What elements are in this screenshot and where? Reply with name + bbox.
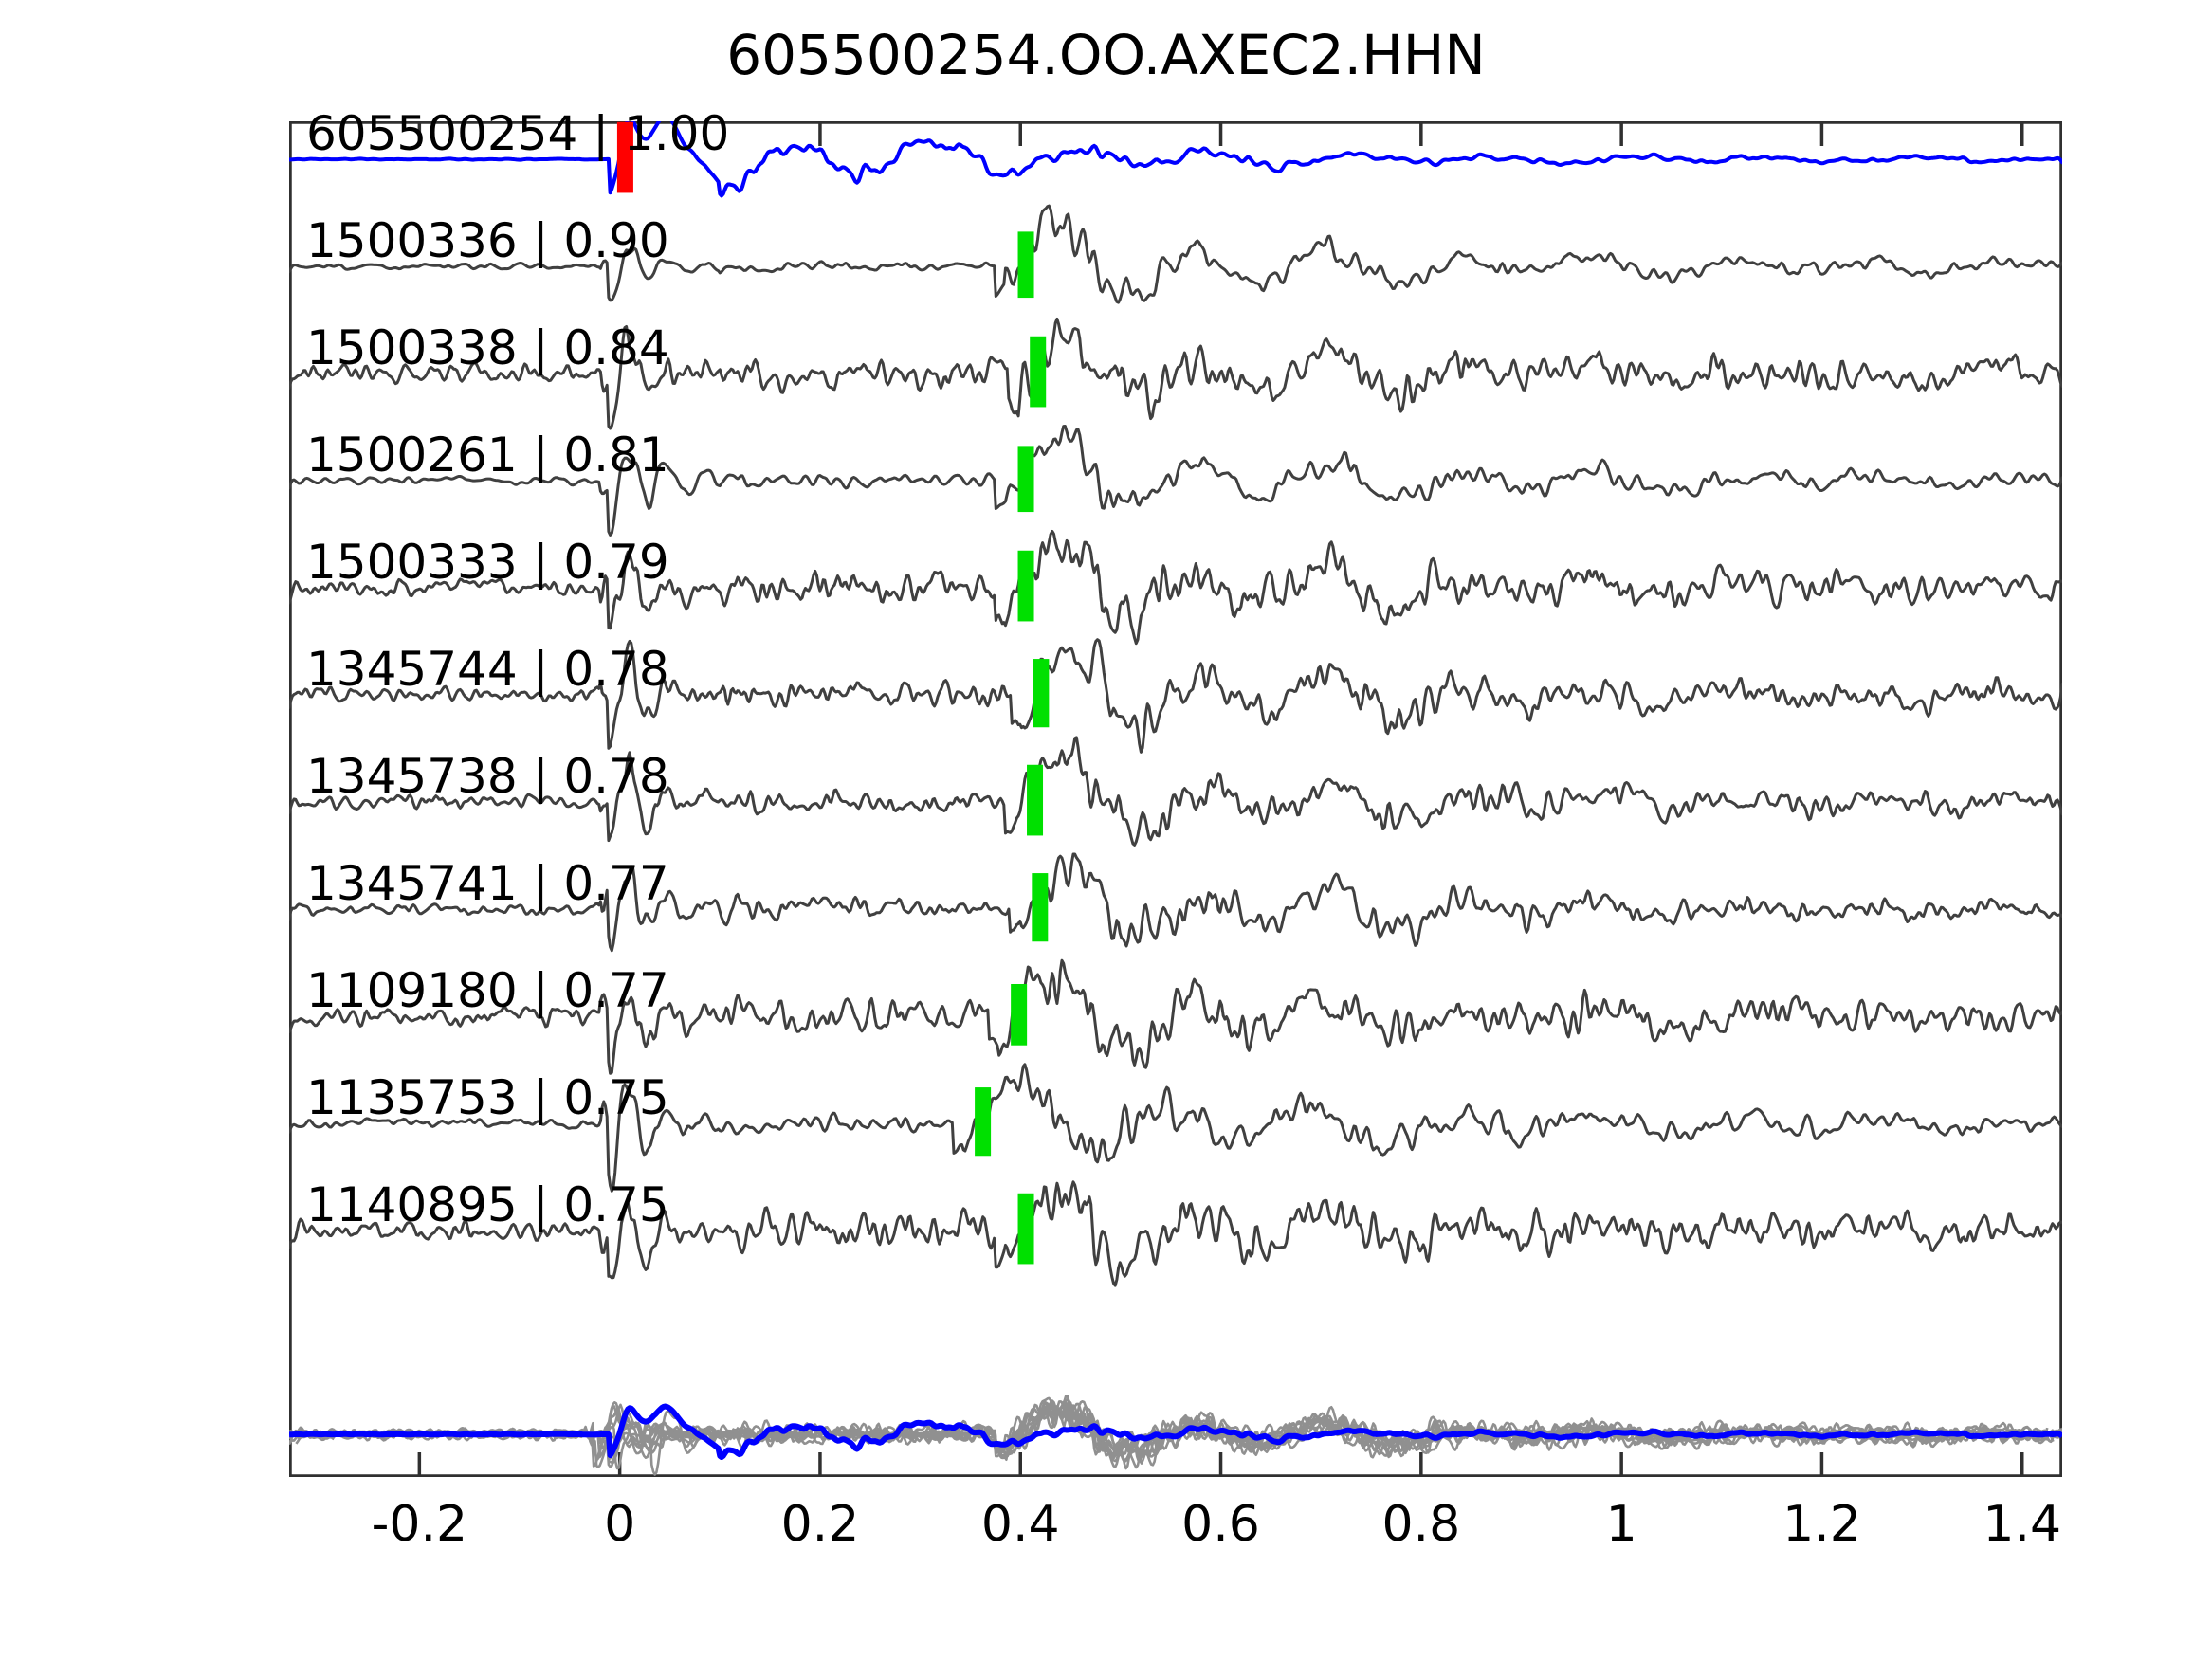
- trace-label-1345738: 1345738 | 0.78: [306, 749, 669, 804]
- trace-row: [289, 852, 2062, 953]
- pick-marker-s: [1027, 764, 1044, 836]
- trace-row: [289, 736, 2062, 847]
- xaxis-tick-label: 0.8: [1381, 1496, 1461, 1553]
- trace-label-1345741: 1345741 | 0.77: [306, 856, 669, 911]
- waveform-1140895: [289, 1180, 2062, 1287]
- trace-row: [289, 1063, 2062, 1193]
- pick-marker-s: [1030, 336, 1047, 408]
- waveform-1345744: [289, 638, 2062, 754]
- pick-marker-s: [1017, 1193, 1034, 1265]
- stack-overlay-panel: [289, 1395, 2062, 1476]
- plot-frame: [289, 121, 2062, 1477]
- trace-label-1345744: 1345744 | 0.78: [306, 642, 669, 697]
- trace-label-1109180: 1109180 | 0.77: [306, 963, 669, 1018]
- xaxis-tick-label: 0.2: [780, 1496, 860, 1553]
- xaxis-tick-label: 1.4: [1983, 1496, 2062, 1553]
- xaxis-tick-label: 0.6: [1181, 1496, 1260, 1553]
- waveform-1500333: [289, 529, 2062, 646]
- waveform-1345738: [289, 736, 2062, 847]
- pick-marker-s: [1032, 873, 1049, 942]
- xaxis-tick-label: 1.2: [1782, 1496, 1861, 1553]
- pick-marker-s: [1017, 550, 1034, 622]
- waveform-605500254: [289, 121, 2062, 198]
- trace-row: [289, 317, 2062, 430]
- waveform-1500336: [289, 204, 2062, 304]
- trace-label-1500333: 1500333 | 0.79: [306, 535, 669, 590]
- trace-row: [289, 958, 2062, 1075]
- trace-row: [289, 529, 2062, 646]
- trace-label-605500254: 605500254 | 1.00: [306, 106, 730, 161]
- waveform-1135753: [289, 1063, 2062, 1193]
- stack-template-trace: [289, 1403, 2062, 1460]
- trace-label-1500261: 1500261 | 0.81: [306, 428, 669, 483]
- waveform-1345741: [289, 852, 2062, 953]
- pick-marker-p: [616, 121, 633, 193]
- pick-marker-s: [1017, 231, 1034, 299]
- xaxis-tick-label: 0.4: [980, 1496, 1060, 1553]
- xaxis-tick-label: -0.2: [371, 1496, 468, 1553]
- trace-row: [289, 425, 2062, 537]
- xaxis-tick-label: 1: [1605, 1496, 1637, 1553]
- waveform-1500261: [289, 425, 2062, 537]
- waveform-canvas: [289, 121, 2062, 1477]
- trace-row: [289, 121, 2062, 198]
- pick-marker-s: [975, 1087, 992, 1157]
- pick-marker-s: [1011, 983, 1028, 1046]
- xaxis-tick-label: 0: [604, 1496, 636, 1553]
- page-title: 605500254.OO.AXEC2.HHN: [726, 23, 1486, 87]
- trace-label-1140895: 1140895 | 0.75: [306, 1177, 669, 1232]
- pick-marker-s: [1017, 446, 1034, 513]
- trace-label-1135753: 1135753 | 0.75: [306, 1070, 669, 1125]
- trace-label-1500338: 1500338 | 0.84: [306, 320, 669, 375]
- trace-row: [289, 1180, 2062, 1287]
- trace-row: [289, 638, 2062, 754]
- trace-label-1500336: 1500336 | 0.90: [306, 213, 669, 268]
- pick-marker-s: [1033, 659, 1050, 728]
- waveform-1500338: [289, 317, 2062, 430]
- waveform-1109180: [289, 958, 2062, 1075]
- trace-row: [289, 204, 2062, 304]
- xaxis-tick-labels: -0.2 0 0.2 0.4 0.6 0.8 1 1.2 1.4: [289, 1496, 2062, 1572]
- plot-area: [289, 121, 2062, 1477]
